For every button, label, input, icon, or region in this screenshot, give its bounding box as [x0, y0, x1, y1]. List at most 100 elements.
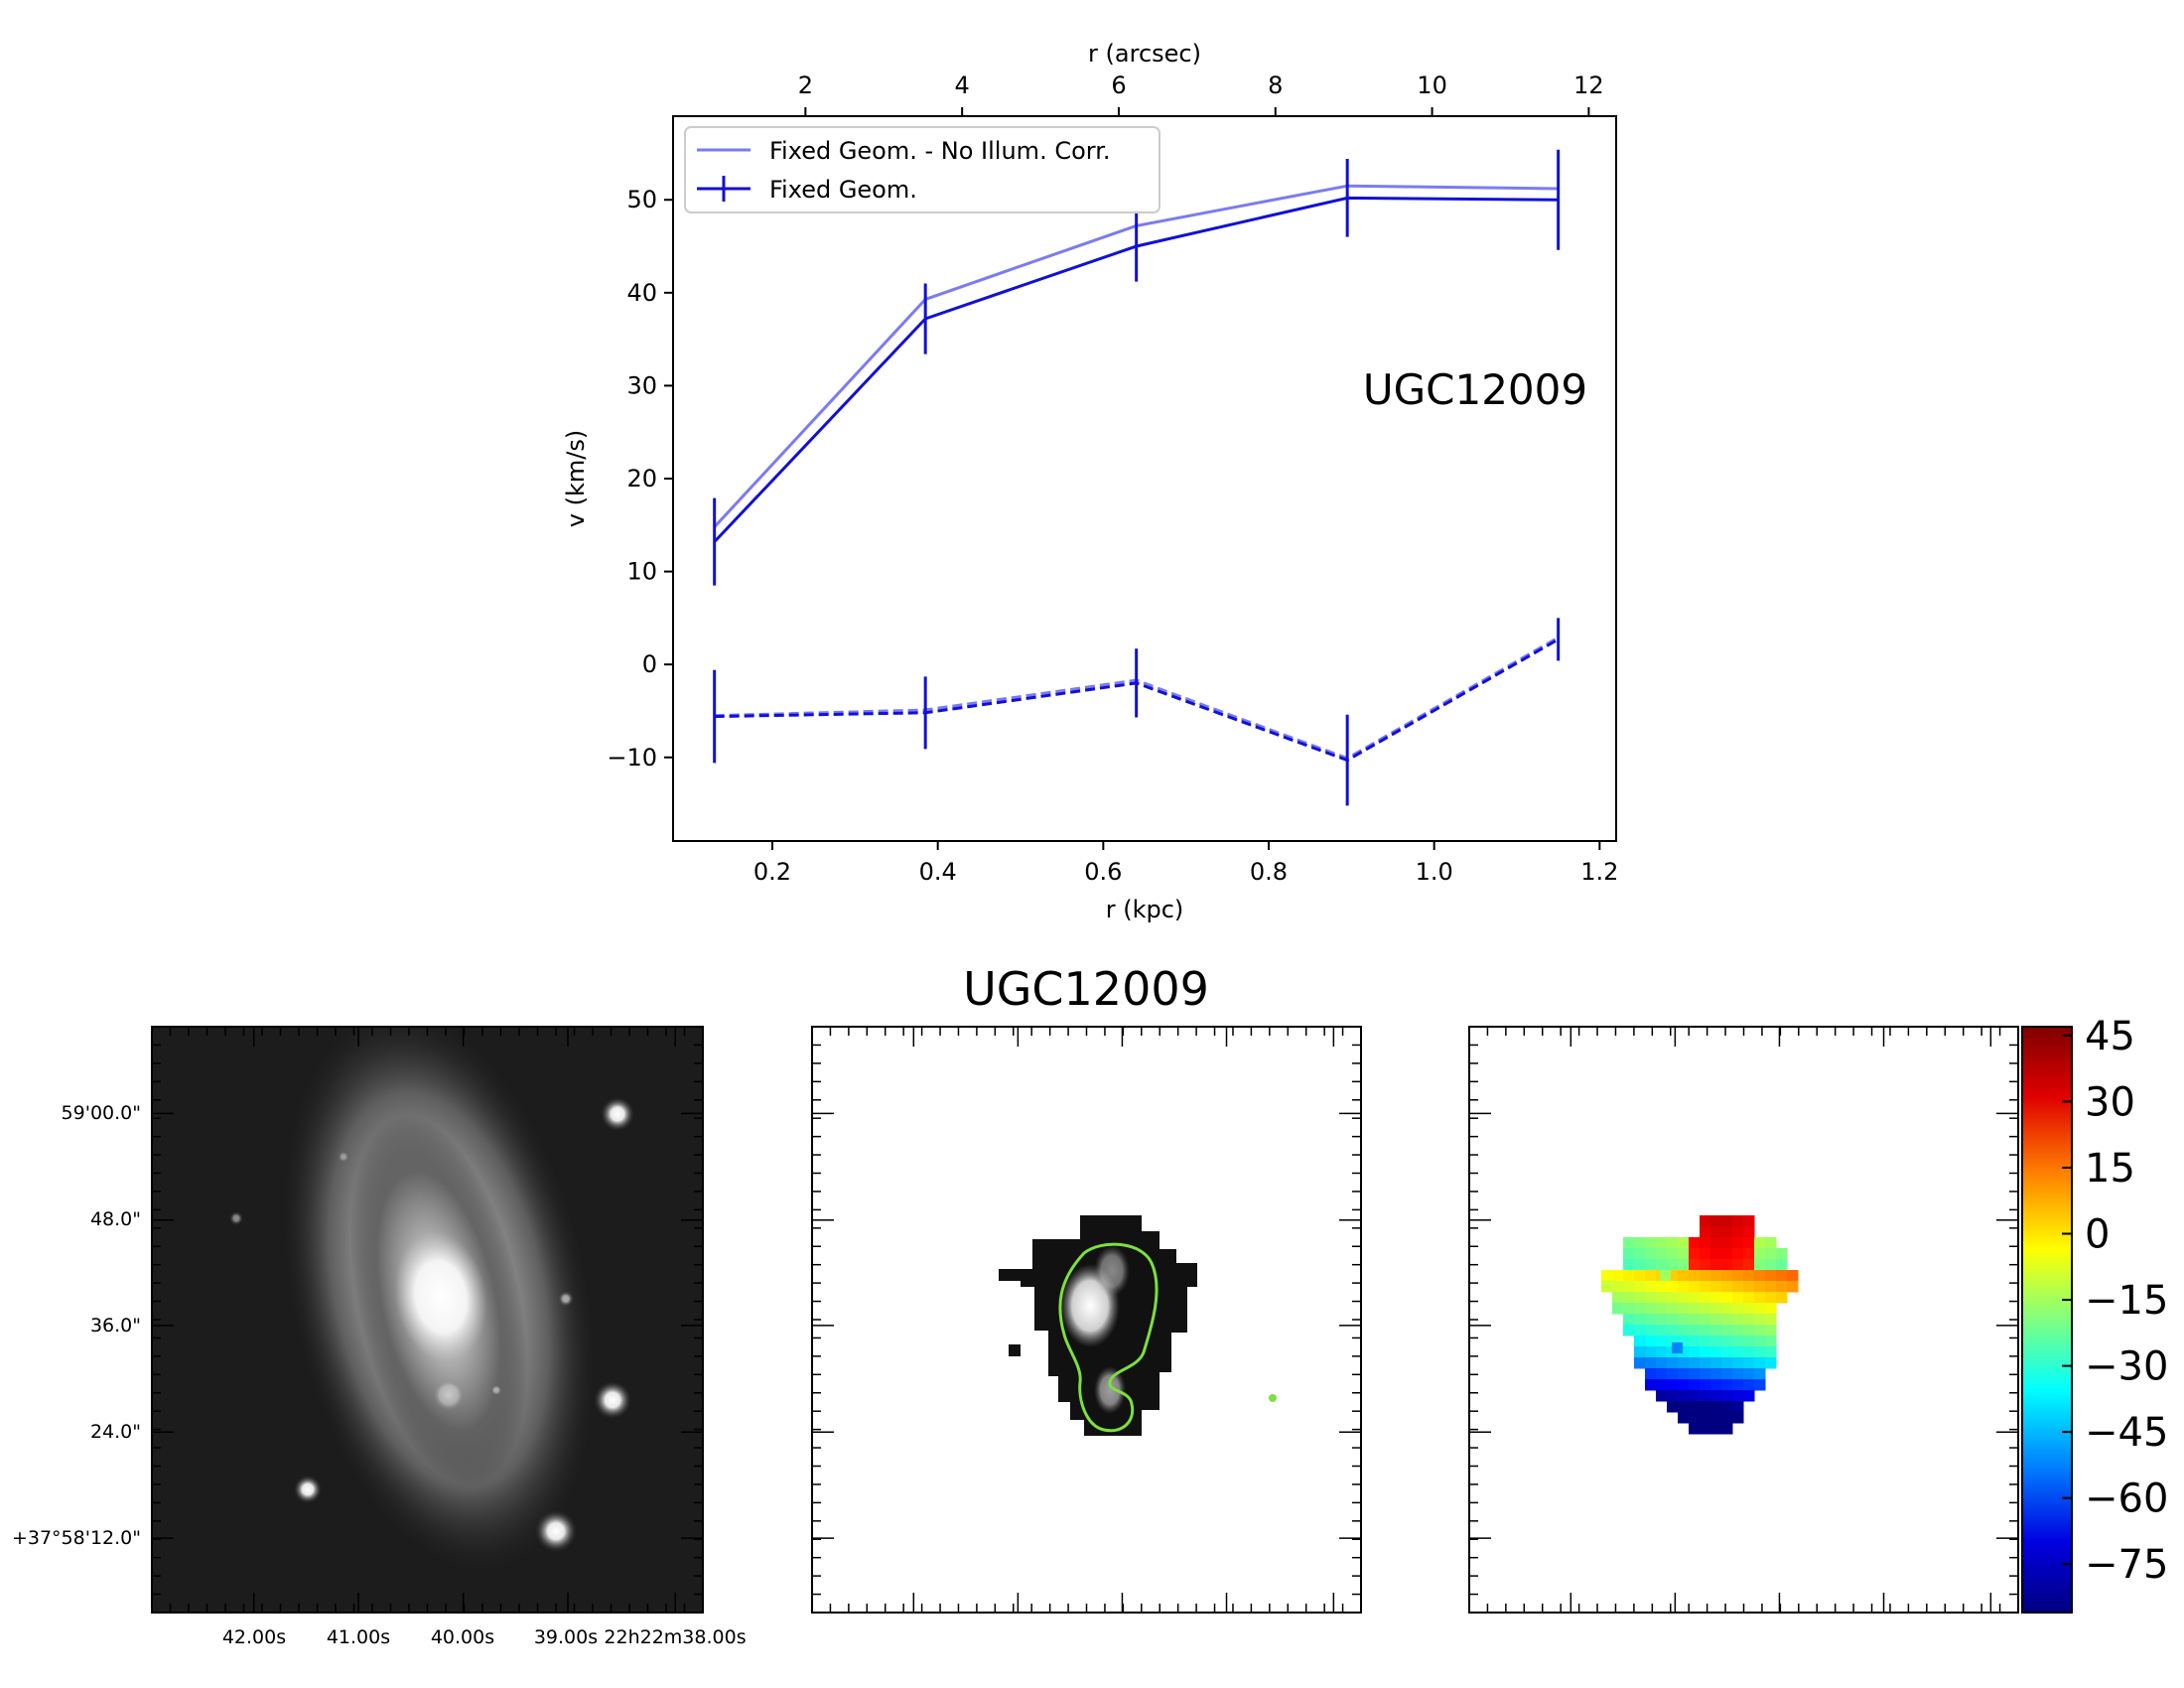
velocity-pixel — [1689, 1237, 1701, 1249]
velocity-pixel — [1710, 1390, 1722, 1402]
velocity-pixel — [1710, 1401, 1722, 1413]
velocity-pixel — [1700, 1357, 1711, 1369]
ra-tick-label: 22h22m38.00s — [604, 1626, 746, 1648]
velocity-pixel — [1645, 1237, 1657, 1249]
velocity-pixel — [1667, 1259, 1679, 1271]
velocity-pixel — [1667, 1401, 1679, 1413]
intensity-map-panel: UGC12009 — [811, 962, 1362, 1614]
star — [601, 1097, 634, 1131]
velocity-pixel — [1754, 1314, 1766, 1326]
dec-tick-label: +37°58'12.0" — [12, 1527, 141, 1549]
velocity-pixel — [1700, 1226, 1711, 1238]
velocity-pixel — [1689, 1281, 1701, 1293]
velocity-pixel — [1765, 1237, 1777, 1249]
x2-tick-label: 12 — [1573, 71, 1604, 99]
star — [229, 1211, 243, 1225]
velocity-pixel — [1689, 1248, 1701, 1260]
contour-line — [1058, 1242, 1159, 1433]
velocity-pixel — [1612, 1281, 1624, 1293]
velocity-pixel — [1776, 1281, 1788, 1293]
x2-tick-label: 2 — [798, 71, 813, 99]
velocity-pixel — [1732, 1325, 1744, 1336]
velocity-pixel — [1645, 1325, 1657, 1336]
velocity-pixel — [1700, 1336, 1711, 1347]
velocity-pixel — [1634, 1259, 1646, 1271]
velocity-pixel — [1721, 1357, 1733, 1369]
ra-tick-label: 42.00s — [222, 1626, 286, 1648]
panel-title: UGC12009 — [963, 962, 1209, 1016]
velocity-pixel — [1732, 1237, 1744, 1249]
velocity-pixel — [1678, 1248, 1690, 1260]
velocity-pixel — [1721, 1314, 1733, 1326]
intensity-pixel — [1009, 1344, 1021, 1356]
velocity-pixel — [1623, 1270, 1635, 1282]
velocity-pixel — [1689, 1412, 1701, 1424]
intensity-glow — [1094, 1245, 1130, 1297]
velocity-pixel — [1710, 1215, 1722, 1227]
velocity-pixel — [1623, 1281, 1635, 1293]
velocity-pixel — [1743, 1368, 1755, 1380]
velocity-pixel — [1710, 1346, 1722, 1358]
velocity-pixel — [1678, 1237, 1690, 1249]
velocity-pixel — [1710, 1336, 1722, 1347]
velocity-pixel — [1743, 1346, 1755, 1358]
velocity-pixel — [1732, 1270, 1744, 1282]
velocity-pixel — [1765, 1357, 1777, 1369]
velocity-pixel — [1721, 1248, 1733, 1260]
colorbar-tick-label: −15 — [2085, 1278, 2168, 1324]
velocity-pixel — [1656, 1390, 1668, 1402]
velocity-pixel — [1776, 1259, 1788, 1271]
velocity-pixel — [1700, 1423, 1711, 1435]
velocity-pixel — [1656, 1303, 1668, 1315]
velocity-pixel — [1743, 1314, 1755, 1326]
velocity-pixel — [1732, 1226, 1744, 1238]
velocity-pixel — [1656, 1336, 1668, 1347]
velocity-pixel — [1634, 1314, 1646, 1326]
velocity-pixel — [1678, 1259, 1690, 1271]
velocity-pixel — [1700, 1292, 1711, 1304]
velocity-pixel — [1645, 1336, 1657, 1347]
velocity-pixel — [1743, 1248, 1755, 1260]
velocity-pixels — [1601, 1215, 1799, 1435]
velocity-pixel — [1645, 1292, 1657, 1304]
x2-axis-ticks: 2 4 6 8 10 12 — [798, 71, 1604, 116]
velocity-pixel — [1667, 1237, 1679, 1249]
velocity-pixel — [1667, 1281, 1679, 1293]
galaxy-annotation: UGC12009 — [1363, 365, 1587, 414]
star — [594, 1381, 631, 1419]
velocity-pixel — [1721, 1215, 1733, 1227]
velocity-pixel — [1700, 1237, 1711, 1249]
velocity-pixel — [1710, 1248, 1722, 1260]
velocity-pixel — [1754, 1336, 1766, 1347]
velocity-pixel — [1743, 1270, 1755, 1282]
velocity-pixel — [1678, 1412, 1690, 1424]
colorbar-tick-label: −30 — [2085, 1344, 2168, 1390]
contour-dot — [1269, 1394, 1277, 1402]
velocity-pixel — [1754, 1303, 1766, 1315]
velocity-pixel — [1689, 1346, 1701, 1358]
velocity-pixel — [1732, 1215, 1744, 1227]
ra-tick-label: 40.00s — [431, 1626, 494, 1648]
y-axis-label: v (km/s) — [562, 430, 590, 527]
velocity-pixel — [1754, 1379, 1766, 1391]
rotation-curve-chart: 0.2 0.4 0.6 0.8 1.0 1.2 2 4 6 8 10 12 −10 0 10 20 30 40… — [562, 40, 1618, 923]
velocity-pixel — [1732, 1303, 1744, 1315]
velocity-pixel — [1765, 1259, 1777, 1271]
velocity-pixel — [1623, 1248, 1635, 1260]
velocity-pixel — [1710, 1292, 1722, 1304]
velocity-pixel — [1754, 1292, 1766, 1304]
velocity-pixel — [1656, 1357, 1668, 1369]
velocity-pixel — [1765, 1270, 1777, 1282]
velocity-pixel — [1656, 1379, 1668, 1391]
velocity-pixel — [1700, 1215, 1711, 1227]
velocity-pixel — [1710, 1281, 1722, 1293]
velocity-pixel — [1700, 1281, 1711, 1293]
velocity-pixel — [1700, 1379, 1711, 1391]
velocity-pixel — [1765, 1314, 1777, 1326]
x2-tick-label: 6 — [1111, 71, 1126, 99]
velocity-pixel — [1732, 1357, 1744, 1369]
dec-tick-label: 36.0" — [90, 1315, 141, 1336]
velocity-pixel — [1689, 1379, 1701, 1391]
velocity-pixel — [1678, 1368, 1690, 1380]
velocity-pixel — [1743, 1357, 1755, 1369]
